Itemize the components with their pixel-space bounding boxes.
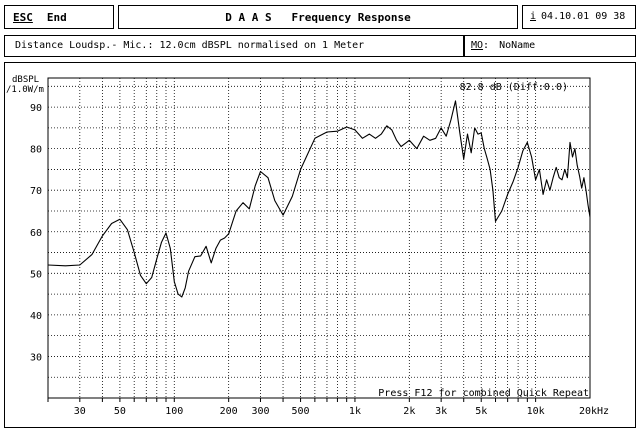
x-tick-label: 20kHz [579, 406, 609, 417]
x-tick-label: 2k [403, 406, 415, 417]
memory-box[interactable]: MO : NoName [464, 35, 636, 57]
esc-end-button[interactable]: ESC End [4, 5, 114, 29]
x-tick-label: 5k [475, 406, 487, 417]
x-tick-label: 1k [349, 406, 361, 417]
y-tick-label: 40 [30, 311, 42, 322]
esc-end-label: End [46, 10, 67, 24]
date-label: 04.10.01 [541, 11, 590, 22]
memory-key-label: MO [471, 40, 484, 51]
x-tick-label: 10k [527, 406, 545, 417]
x-tick-label: 500 [292, 406, 310, 417]
x-tick-label: 300 [251, 406, 269, 417]
chart-frame [4, 62, 636, 428]
x-tick-label: 50 [114, 406, 126, 417]
datetime-box[interactable]: i 04.10.01 09 38 [522, 5, 636, 29]
memory-name-label: NoName [499, 40, 536, 51]
time-label: 09 38 [595, 11, 626, 22]
y-tick-label: 60 [30, 228, 42, 239]
x-tick-label: 3k [435, 406, 447, 417]
y-tick-label: 50 [30, 269, 42, 280]
x-tick-label: 200 [220, 406, 238, 417]
page-title: D A A S Frequency Response [225, 10, 411, 24]
title-bar: D A A S Frequency Response [118, 5, 518, 29]
y-axis-label: dBSPL [12, 75, 39, 85]
y-tick-label: 30 [30, 352, 42, 363]
esc-key-label: ESC [13, 10, 33, 24]
plot-area-border [47, 77, 591, 399]
footer-note: Press F12 for combined Quick Repeat [378, 388, 589, 399]
y-tick-label: 90 [30, 103, 42, 114]
info-key-label: i [530, 11, 537, 22]
response-curve-line [47, 100, 591, 298]
y-axis-unit-label: /1.0W/m [6, 85, 44, 95]
y-tick-label: 70 [30, 186, 42, 197]
y-tick-label: 80 [30, 145, 42, 156]
description-text: Distance Loudsp.- Mic.: 12.0cm dBSPL nor… [15, 40, 365, 51]
x-tick-label: 30 [74, 406, 86, 417]
level-readout: 82.8 dB (Diff:0.0) [460, 82, 568, 93]
description-box: Distance Loudsp.- Mic.: 12.0cm dBSPL nor… [4, 35, 464, 57]
x-tick-label: 100 [165, 406, 183, 417]
